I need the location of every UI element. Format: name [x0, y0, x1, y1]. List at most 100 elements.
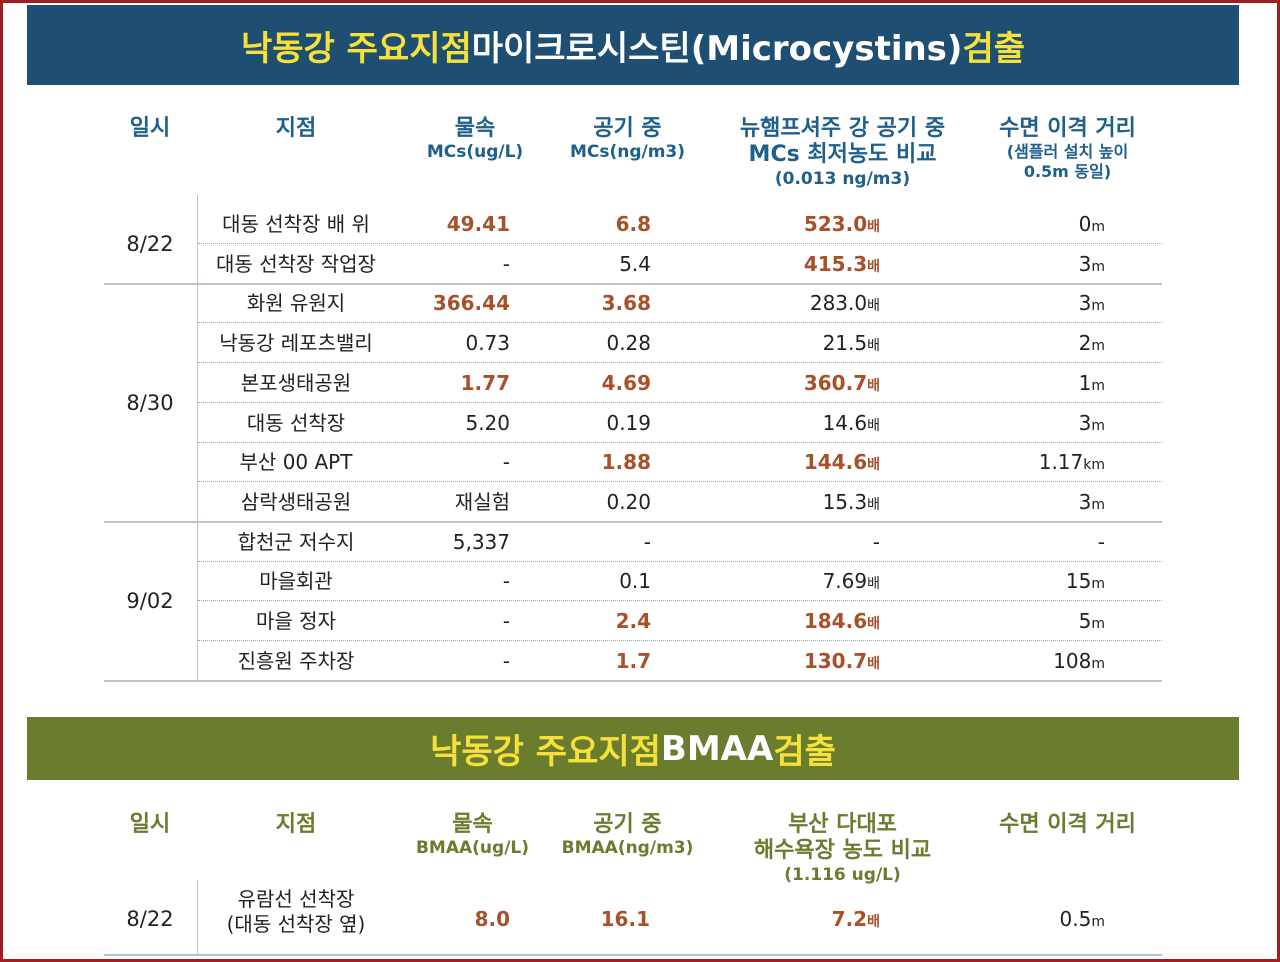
air-mcs-value: 0.19 — [606, 410, 651, 435]
water-mcs-value: - — [502, 251, 510, 276]
site-name: 낙동강 레포츠밸리 — [219, 331, 373, 356]
header-site: 지점 — [275, 116, 317, 141]
header-air-mcs: 공기 중 MCs(ng/m3) — [569, 116, 686, 163]
air-mcs-value: 6.8 — [615, 212, 651, 236]
comparison-ratio: 7.69배 — [822, 569, 880, 594]
header-date: 일시 — [129, 116, 171, 141]
distance-value: 3m — [1078, 251, 1105, 276]
group-separator — [104, 520, 1162, 523]
site-name: 화원 유원지 — [246, 291, 346, 316]
site-name: 합천군 저수지 — [237, 529, 355, 554]
water-mcs-value: 49.41 — [446, 212, 510, 236]
comparison-ratio: 360.7배 — [803, 370, 880, 395]
bmaa-header-air: 공기 중 BMAA(ng/m3) — [561, 812, 694, 859]
comparison-ratio: 523.0배 — [803, 212, 880, 236]
date-column-divider — [197, 195, 198, 680]
water-mcs-value: 재실험 — [454, 489, 510, 514]
air-mcs-value: 2.4 — [615, 609, 651, 633]
title-detection: 검출 — [962, 28, 1026, 69]
air-mcs-value: 0.1 — [619, 569, 651, 594]
water-mcs-value: - — [502, 569, 510, 594]
water-mcs-value: 1.77 — [460, 370, 510, 395]
bmaa-divider — [197, 880, 198, 954]
site-name: 마을회관 — [259, 569, 333, 594]
date-cell: 8/30 — [126, 390, 174, 415]
distance-value: 3m — [1078, 410, 1105, 435]
row-separator — [198, 600, 1162, 602]
comparison-ratio: 15.3배 — [822, 489, 880, 514]
air-mcs-value: 5.4 — [619, 251, 651, 276]
distance-value: 2m — [1078, 331, 1105, 356]
date-cell: 8/22 — [126, 231, 174, 256]
bmaa-water-value: 8.0 — [474, 907, 510, 931]
bmaa-title-banner: 낙동강 주요지점 BMAA 검출 — [27, 717, 1239, 780]
row-separator — [198, 243, 1162, 244]
date-cell: 9/02 — [126, 589, 174, 614]
air-mcs-value: 3.68 — [601, 291, 651, 316]
comparison-ratio: 184.6배 — [803, 609, 880, 633]
air-mcs-value: 4.69 — [601, 370, 651, 395]
water-mcs-value: 0.73 — [465, 331, 510, 356]
title-toxin: 마이크로시스틴(Microcystins) — [471, 28, 963, 69]
bmaa-bottom-rule — [104, 954, 1162, 956]
bmaa-distance: 0.5m — [1059, 907, 1105, 931]
air-mcs-value: 0.28 — [606, 331, 651, 356]
bmaa-site-line2: (대동 선착장 옆) — [226, 912, 366, 936]
row-separator — [198, 640, 1162, 641]
bmaa-ratio: 7.2배 — [831, 907, 880, 931]
site-name: 마을 정자 — [256, 609, 336, 633]
header-comparison: 뉴햄프셔주 강 공기 중 MCs 최저농도 비교 (0.013 ng/m3) — [739, 116, 946, 189]
distance-value: 3m — [1078, 291, 1105, 316]
bmaa-site-line1: 유람선 선착장 — [237, 887, 355, 911]
site-name: 부산 00 APT — [239, 450, 353, 475]
water-mcs-value: - — [502, 648, 510, 673]
distance-value: 5m — [1078, 609, 1105, 633]
group-separator — [104, 679, 1162, 682]
header-water-mcs: 물속 MCs(ug/L) — [426, 116, 524, 163]
site-name: 삼락생태공원 — [240, 489, 352, 514]
distance-value: 15m — [1065, 569, 1105, 594]
water-mcs-value: 5.20 — [465, 410, 510, 435]
row-separator — [198, 322, 1162, 324]
group-separator — [104, 282, 1162, 285]
site-name: 진흥원 주차장 — [237, 648, 355, 673]
comparison-ratio: 14.6배 — [822, 410, 880, 435]
distance-value: 3m — [1078, 489, 1105, 514]
bmaa-header-site: 지점 — [275, 812, 317, 837]
air-mcs-value: 1.88 — [601, 450, 651, 475]
distance-value: 1.17km — [1038, 450, 1105, 475]
bmaa-header-date: 일시 — [129, 812, 171, 837]
comparison-ratio: 144.6배 — [803, 450, 880, 475]
air-mcs-value: 1.7 — [615, 648, 651, 673]
row-separator — [198, 560, 1162, 562]
distance-value: 0m — [1078, 212, 1105, 236]
distance-value: - — [1097, 529, 1105, 554]
site-name: 대동 선착장 작업장 — [216, 251, 376, 276]
bmaa-title-toxin: BMAA — [660, 728, 774, 769]
row-separator — [198, 362, 1162, 364]
water-mcs-value: 366.44 — [432, 291, 510, 316]
comparison-ratio: 283.0배 — [809, 291, 880, 316]
comparison-ratio: 21.5배 — [822, 331, 880, 356]
comparison-ratio: 415.3배 — [803, 251, 880, 276]
row-separator — [198, 441, 1162, 443]
microcystins-title-banner: 낙동강 주요지점 마이크로시스틴(Microcystins) 검출 — [27, 5, 1239, 85]
title-location: 낙동강 주요지점 — [240, 28, 472, 69]
water-mcs-value: 5,337 — [452, 529, 510, 554]
row-separator — [198, 401, 1162, 403]
air-mcs-value: - — [643, 529, 651, 554]
air-mcs-value: 0.20 — [606, 489, 651, 514]
water-mcs-value: - — [502, 609, 510, 633]
site-name: 대동 선착장 — [246, 410, 346, 435]
water-mcs-value: - — [502, 450, 510, 475]
comparison-ratio: 130.7배 — [803, 648, 880, 673]
bmaa-date: 8/22 — [126, 907, 174, 931]
header-distance: 수면 이격 거리 (샘플러 설치 높이 0.5m 동일) — [999, 116, 1136, 181]
bmaa-header-water: 물속 BMAA(ug/L) — [415, 812, 530, 859]
distance-value: 1m — [1078, 370, 1105, 395]
bmaa-title-location: 낙동강 주요지점 — [430, 732, 661, 772]
site-name: 대동 선착장 배 위 — [222, 212, 370, 236]
bmaa-header-distance: 수면 이격 거리 — [999, 812, 1136, 837]
bmaa-title-detection: 검출 — [773, 732, 836, 772]
